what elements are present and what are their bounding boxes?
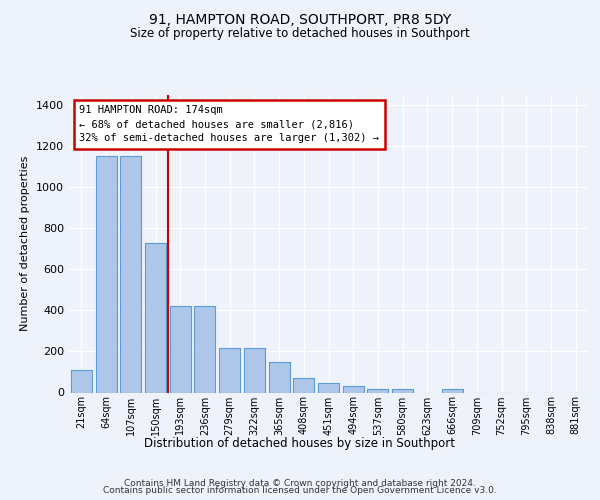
Bar <box>244 348 265 393</box>
Bar <box>293 378 314 392</box>
Bar <box>194 306 215 392</box>
Bar <box>219 348 240 393</box>
Bar <box>442 390 463 392</box>
Text: Distribution of detached houses by size in Southport: Distribution of detached houses by size … <box>145 438 455 450</box>
Bar <box>318 382 339 392</box>
Bar <box>367 389 388 392</box>
Text: Contains HM Land Registry data © Crown copyright and database right 2024.: Contains HM Land Registry data © Crown c… <box>124 478 476 488</box>
Text: Contains public sector information licensed under the Open Government Licence v3: Contains public sector information licen… <box>103 486 497 495</box>
Bar <box>145 242 166 392</box>
Bar <box>392 390 413 392</box>
Text: 91 HAMPTON ROAD: 174sqm
← 68% of detached houses are smaller (2,816)
32% of semi: 91 HAMPTON ROAD: 174sqm ← 68% of detache… <box>79 106 379 144</box>
Bar <box>71 370 92 392</box>
Bar <box>343 386 364 392</box>
Y-axis label: Number of detached properties: Number of detached properties <box>20 156 31 332</box>
Bar <box>170 306 191 392</box>
Text: Size of property relative to detached houses in Southport: Size of property relative to detached ho… <box>130 28 470 40</box>
Text: 91, HAMPTON ROAD, SOUTHPORT, PR8 5DY: 91, HAMPTON ROAD, SOUTHPORT, PR8 5DY <box>149 12 451 26</box>
Bar <box>269 362 290 392</box>
Bar <box>120 156 141 392</box>
Bar <box>95 156 116 392</box>
